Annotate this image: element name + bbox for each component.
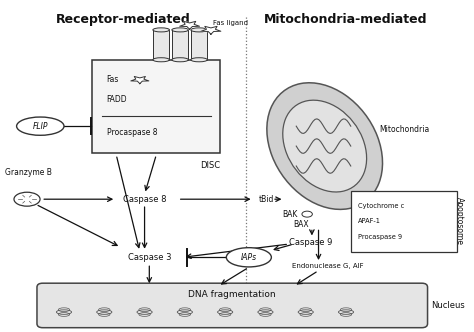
Text: DNA fragmentation: DNA fragmentation xyxy=(189,290,276,299)
Polygon shape xyxy=(180,21,200,29)
Text: Fas ligand: Fas ligand xyxy=(213,20,248,26)
Polygon shape xyxy=(153,30,170,60)
Text: tBid: tBid xyxy=(258,195,273,204)
Polygon shape xyxy=(191,30,207,60)
Text: Caspase 8: Caspase 8 xyxy=(123,195,166,204)
Text: BAK: BAK xyxy=(282,209,297,219)
FancyBboxPatch shape xyxy=(351,191,457,252)
Text: Mitochondria-mediated: Mitochondria-mediated xyxy=(264,13,428,26)
Text: APAF-1: APAF-1 xyxy=(358,218,381,224)
Ellipse shape xyxy=(267,83,383,209)
Text: Nucleus: Nucleus xyxy=(431,301,465,310)
Text: FADD: FADD xyxy=(107,95,128,104)
Text: Mitochondria: Mitochondria xyxy=(379,125,429,134)
Ellipse shape xyxy=(14,192,40,206)
Text: DISC: DISC xyxy=(201,161,220,170)
FancyBboxPatch shape xyxy=(92,60,220,153)
Text: Apoptosome: Apoptosome xyxy=(456,197,464,245)
Ellipse shape xyxy=(191,58,207,62)
Ellipse shape xyxy=(191,28,207,32)
Text: Procaspase 9: Procaspase 9 xyxy=(358,234,402,240)
Text: Procaspase 8: Procaspase 8 xyxy=(107,128,157,137)
Text: Caspase 3: Caspase 3 xyxy=(128,253,171,262)
Ellipse shape xyxy=(153,58,170,62)
Text: Caspase 9: Caspase 9 xyxy=(289,238,333,247)
FancyBboxPatch shape xyxy=(37,283,428,328)
Ellipse shape xyxy=(172,28,188,32)
Text: Endonuclease G, AIF: Endonuclease G, AIF xyxy=(292,263,363,269)
Text: IAPs: IAPs xyxy=(241,253,257,262)
Text: FLIP: FLIP xyxy=(33,122,48,131)
Ellipse shape xyxy=(302,211,312,217)
Text: Receptor-mediated: Receptor-mediated xyxy=(56,13,191,26)
Ellipse shape xyxy=(17,117,64,135)
Ellipse shape xyxy=(153,28,170,32)
Text: BAX: BAX xyxy=(293,219,309,229)
Ellipse shape xyxy=(227,248,271,267)
Polygon shape xyxy=(172,30,189,60)
Ellipse shape xyxy=(172,58,188,62)
Polygon shape xyxy=(131,76,149,84)
Ellipse shape xyxy=(283,100,366,192)
Polygon shape xyxy=(201,26,221,34)
Text: Granzyme B: Granzyme B xyxy=(5,168,52,177)
Text: Fas: Fas xyxy=(107,75,119,84)
Text: Cytochrome c: Cytochrome c xyxy=(358,203,404,209)
